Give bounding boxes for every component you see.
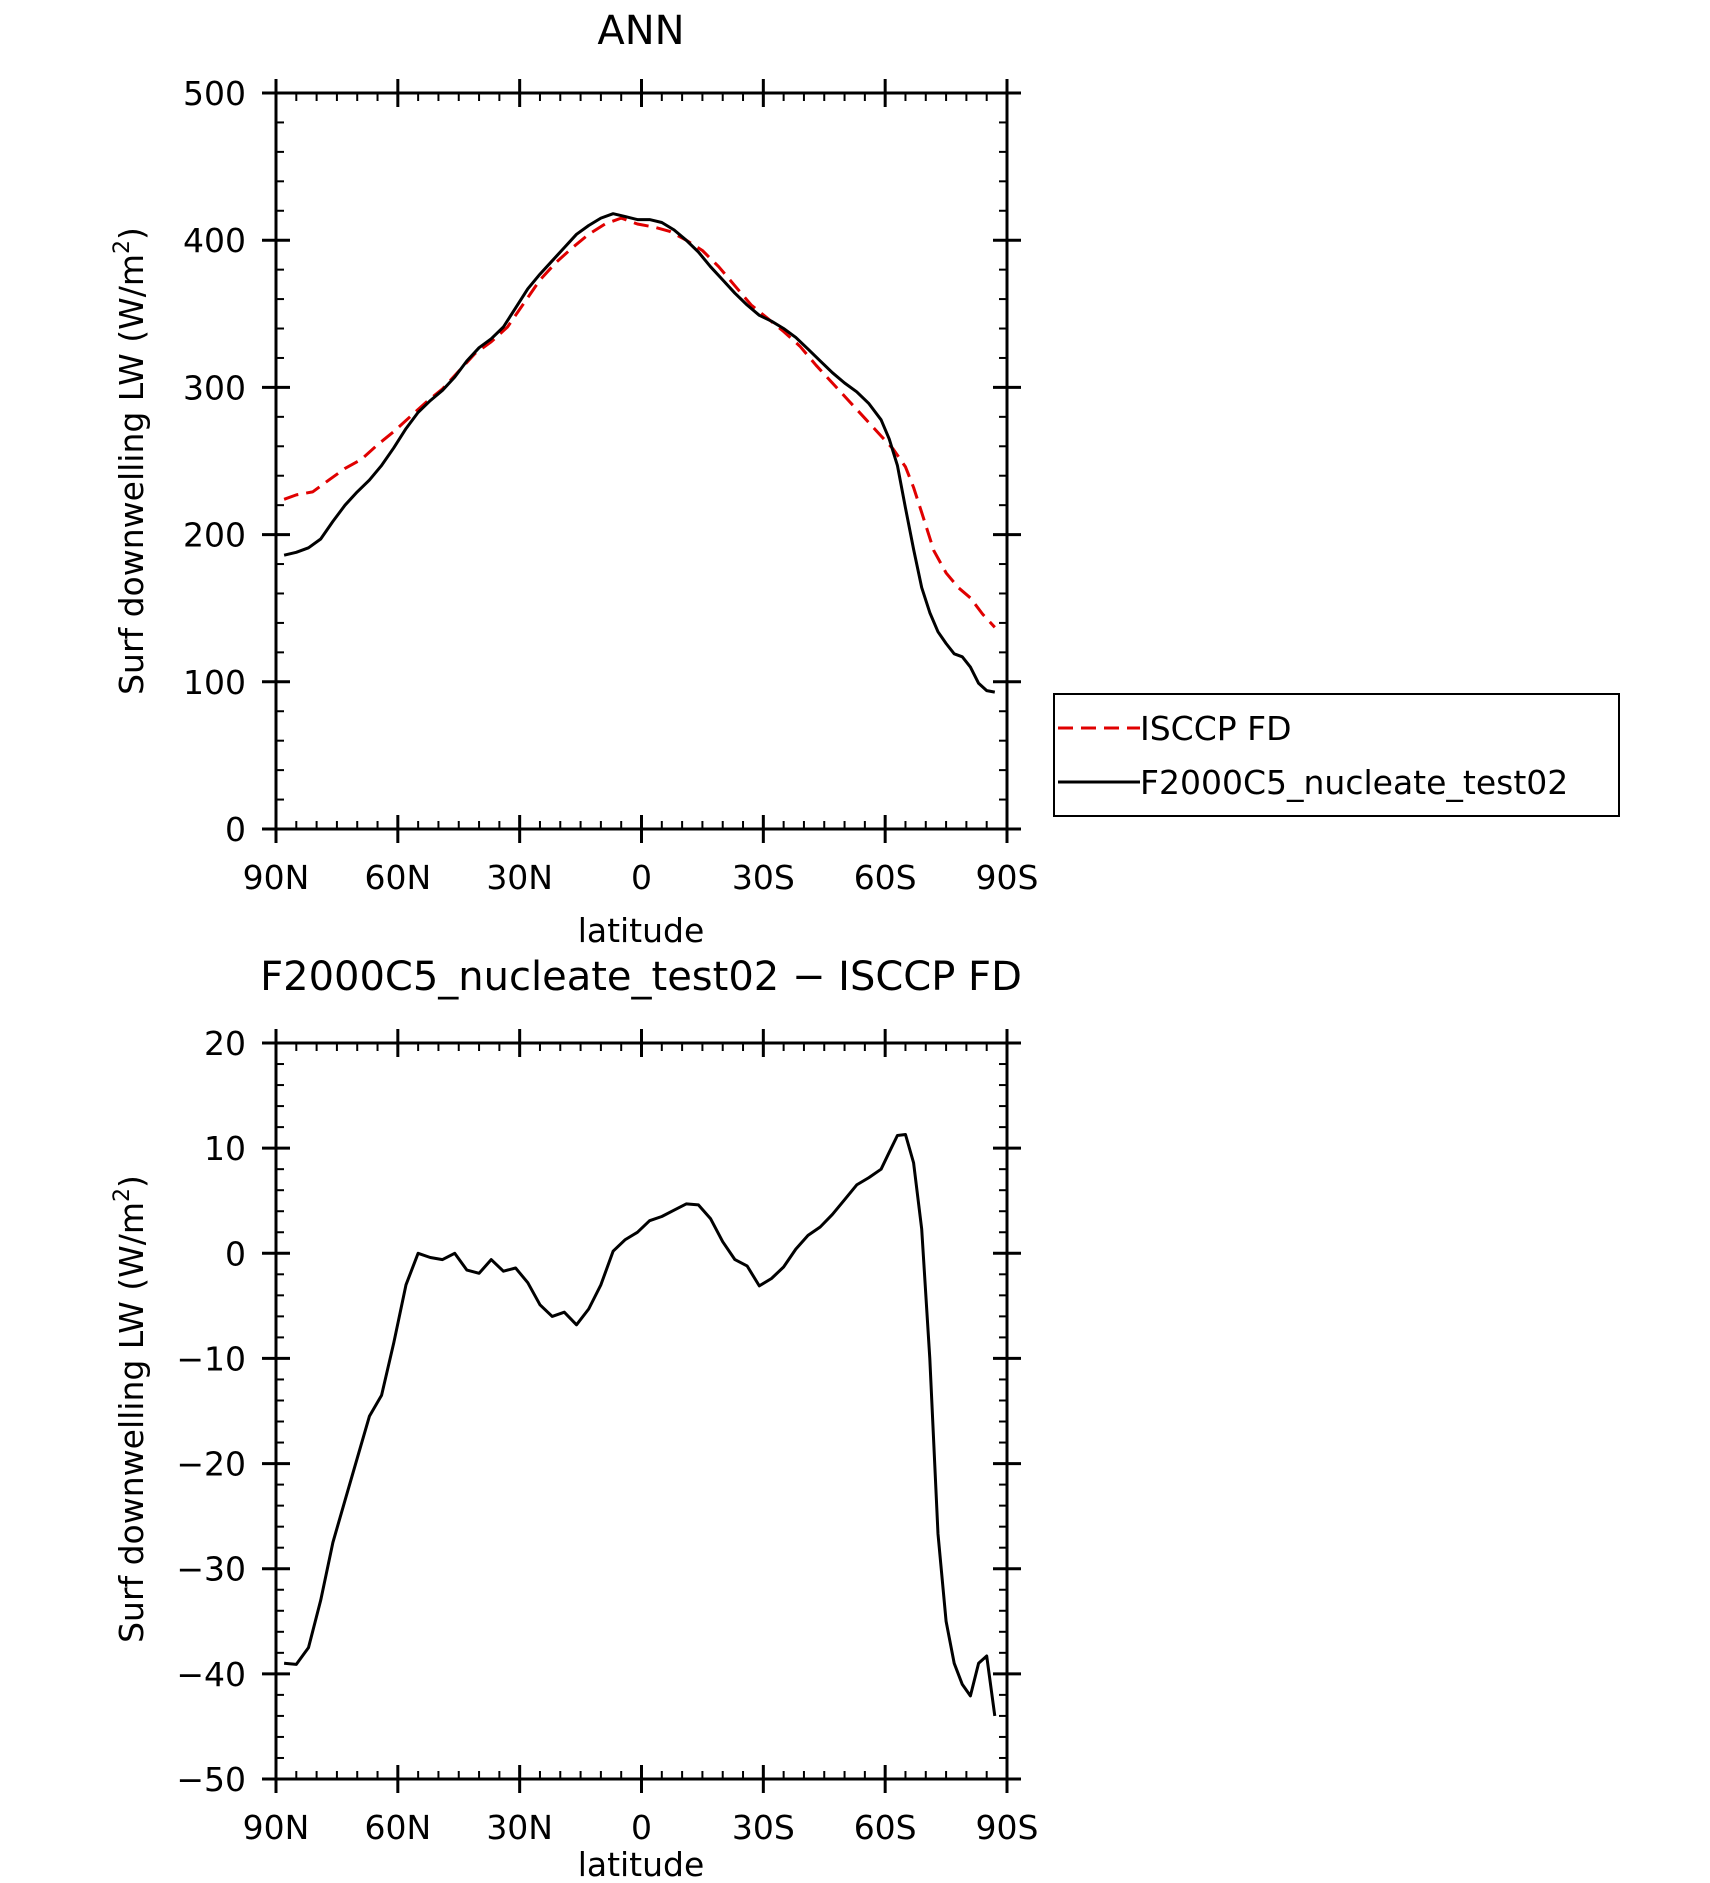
bottom-x-axis-label: latitude [578, 1845, 705, 1883]
bottom-y-tick-label: 0 [225, 1234, 246, 1273]
top-panel: ANN 90N 60N 30N 0 30S 60S 90S0100200300400500 … [110, 8, 1620, 950]
bottom-plot-area: 90N 60N 30N 0 30S 60S 90S −50 −40 −30 −20 −10 0 10 20 [176, 1024, 1038, 1847]
top-series-line-f2000c5-nucleate-test02 [283, 212, 996, 694]
bottom-y-tick-label: −20 [176, 1445, 246, 1484]
top-x-tick-label: 30N [486, 858, 553, 897]
bottom-series-line-difference [283, 1133, 997, 1717]
top-chart-title: ANN [597, 8, 684, 54]
legend-label-isccp: ISCCP FD [1140, 709, 1292, 748]
bottom-x-tick-label: 60N [364, 1808, 431, 1847]
top-x-tick-label: 30S [732, 858, 795, 897]
top-series-line-isccp-fd [283, 216, 996, 629]
bottom-x-tick-label: 90N [243, 1808, 310, 1847]
legend-box [1053, 693, 1620, 817]
bottom-y-tick-label: −40 [176, 1655, 246, 1694]
legend-label-model: F2000C5_nucleate_test02 [1140, 763, 1568, 802]
top-legend: ISCCP FD F2000C5_nucleate_test02 [1053, 693, 1620, 817]
bottom-chart-title: F2000C5_nucleate_test02 − ISCCP FD [260, 954, 1022, 1000]
bottom-x-tick-label: 30S [732, 1808, 795, 1847]
top-y-tick-label: 500 [183, 74, 246, 113]
top-plot-area: 90N 60N 30N 0 30S 60S 90S 0 100 200 300 400 500 [183, 74, 1038, 897]
top-y-tick-label: 200 [183, 516, 246, 555]
top-x-axis-label: latitude [578, 911, 705, 950]
top-y-tick-label: 300 [183, 368, 246, 407]
top-x-tick-label: 90N [243, 858, 310, 897]
bottom-x-tick-label: 90S [976, 1808, 1039, 1847]
top-x-tick-label: 0 [631, 858, 652, 897]
top-x-tick-label: 60S [854, 858, 917, 897]
top-x-tick-label: 60N [364, 858, 431, 897]
bottom-x-tick-label: 30N [486, 1808, 553, 1847]
bottom-y-tick-label: −50 [176, 1760, 246, 1799]
bottom-y-axis-label: Surf downwelling LW (W/m2) [110, 1175, 151, 1643]
top-y-tick-label: 100 [183, 663, 246, 702]
top-y-axis-label: Surf downwelling LW (W/m2) [110, 227, 151, 695]
bottom-panel: F2000C5_nucleate_test02 − ISCCP FD 90N 60… [110, 954, 1038, 1883]
bottom-y-tick-label: 20 [204, 1024, 246, 1063]
bottom-x-tick-label: 60S [854, 1808, 917, 1847]
bottom-y-tick-label: −10 [176, 1339, 246, 1378]
bottom-y-tick-label: 10 [204, 1129, 246, 1168]
bottom-x-tick-label: 0 [631, 1808, 652, 1847]
top-y-tick-label: 400 [183, 221, 246, 260]
bottom-y-tick-label: −30 [176, 1550, 246, 1589]
top-y-tick-label: 0 [225, 810, 246, 849]
top-x-tick-label: 90S [976, 858, 1039, 897]
